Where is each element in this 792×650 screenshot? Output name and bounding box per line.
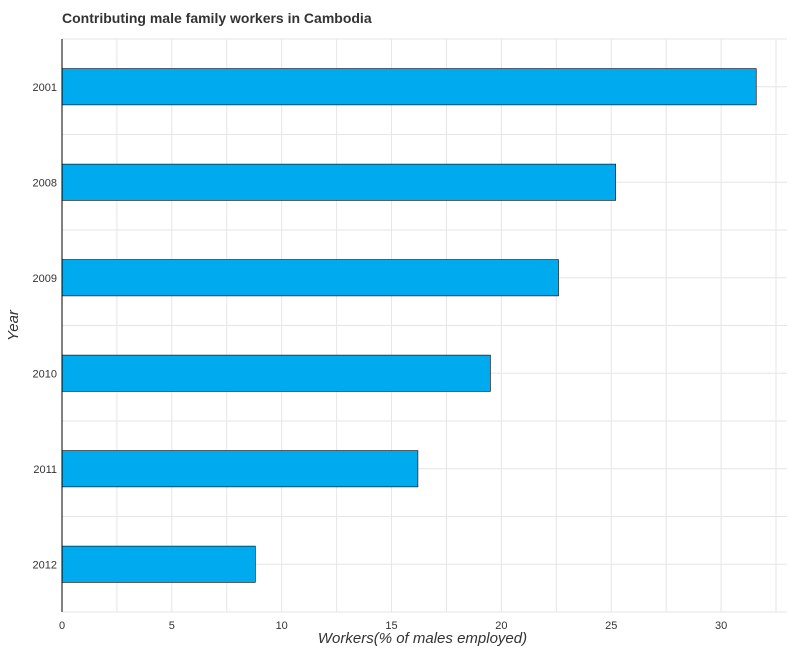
- x-tick-label: 0: [59, 620, 65, 632]
- bar: [61, 450, 419, 488]
- y-axis-ticks: 2001 2008 2009 2010 2011 2012: [33, 82, 57, 572]
- bar: [61, 259, 559, 297]
- x-tick-label: 15: [385, 620, 397, 632]
- x-tick-label: 30: [715, 620, 727, 632]
- x-tick-label: 20: [495, 620, 507, 632]
- x-axis-ticks: 0 5 10 15 20 25 30: [59, 620, 727, 632]
- y-tick-label: 2010: [33, 368, 57, 380]
- x-tick-label: 25: [605, 620, 617, 632]
- y-tick-label: 2009: [33, 273, 57, 285]
- y-axis-title: Year: [5, 309, 22, 341]
- bar: [61, 354, 491, 392]
- x-axis-title: Workers(% of males employed): [318, 630, 527, 647]
- y-tick-label: 2011: [33, 464, 57, 476]
- bar: [61, 68, 757, 106]
- x-tick-label: 10: [276, 620, 288, 632]
- y-tick-label: 2001: [33, 82, 57, 94]
- y-tick-label: 2012: [33, 559, 57, 571]
- x-tick-label: 5: [169, 620, 175, 632]
- grid: [61, 38, 787, 613]
- chart-title: Contributing male family workers in Camb…: [62, 10, 372, 26]
- y-tick-label: 2008: [33, 177, 57, 189]
- bar: [61, 545, 256, 583]
- bars: [61, 68, 757, 583]
- bar: [61, 163, 616, 201]
